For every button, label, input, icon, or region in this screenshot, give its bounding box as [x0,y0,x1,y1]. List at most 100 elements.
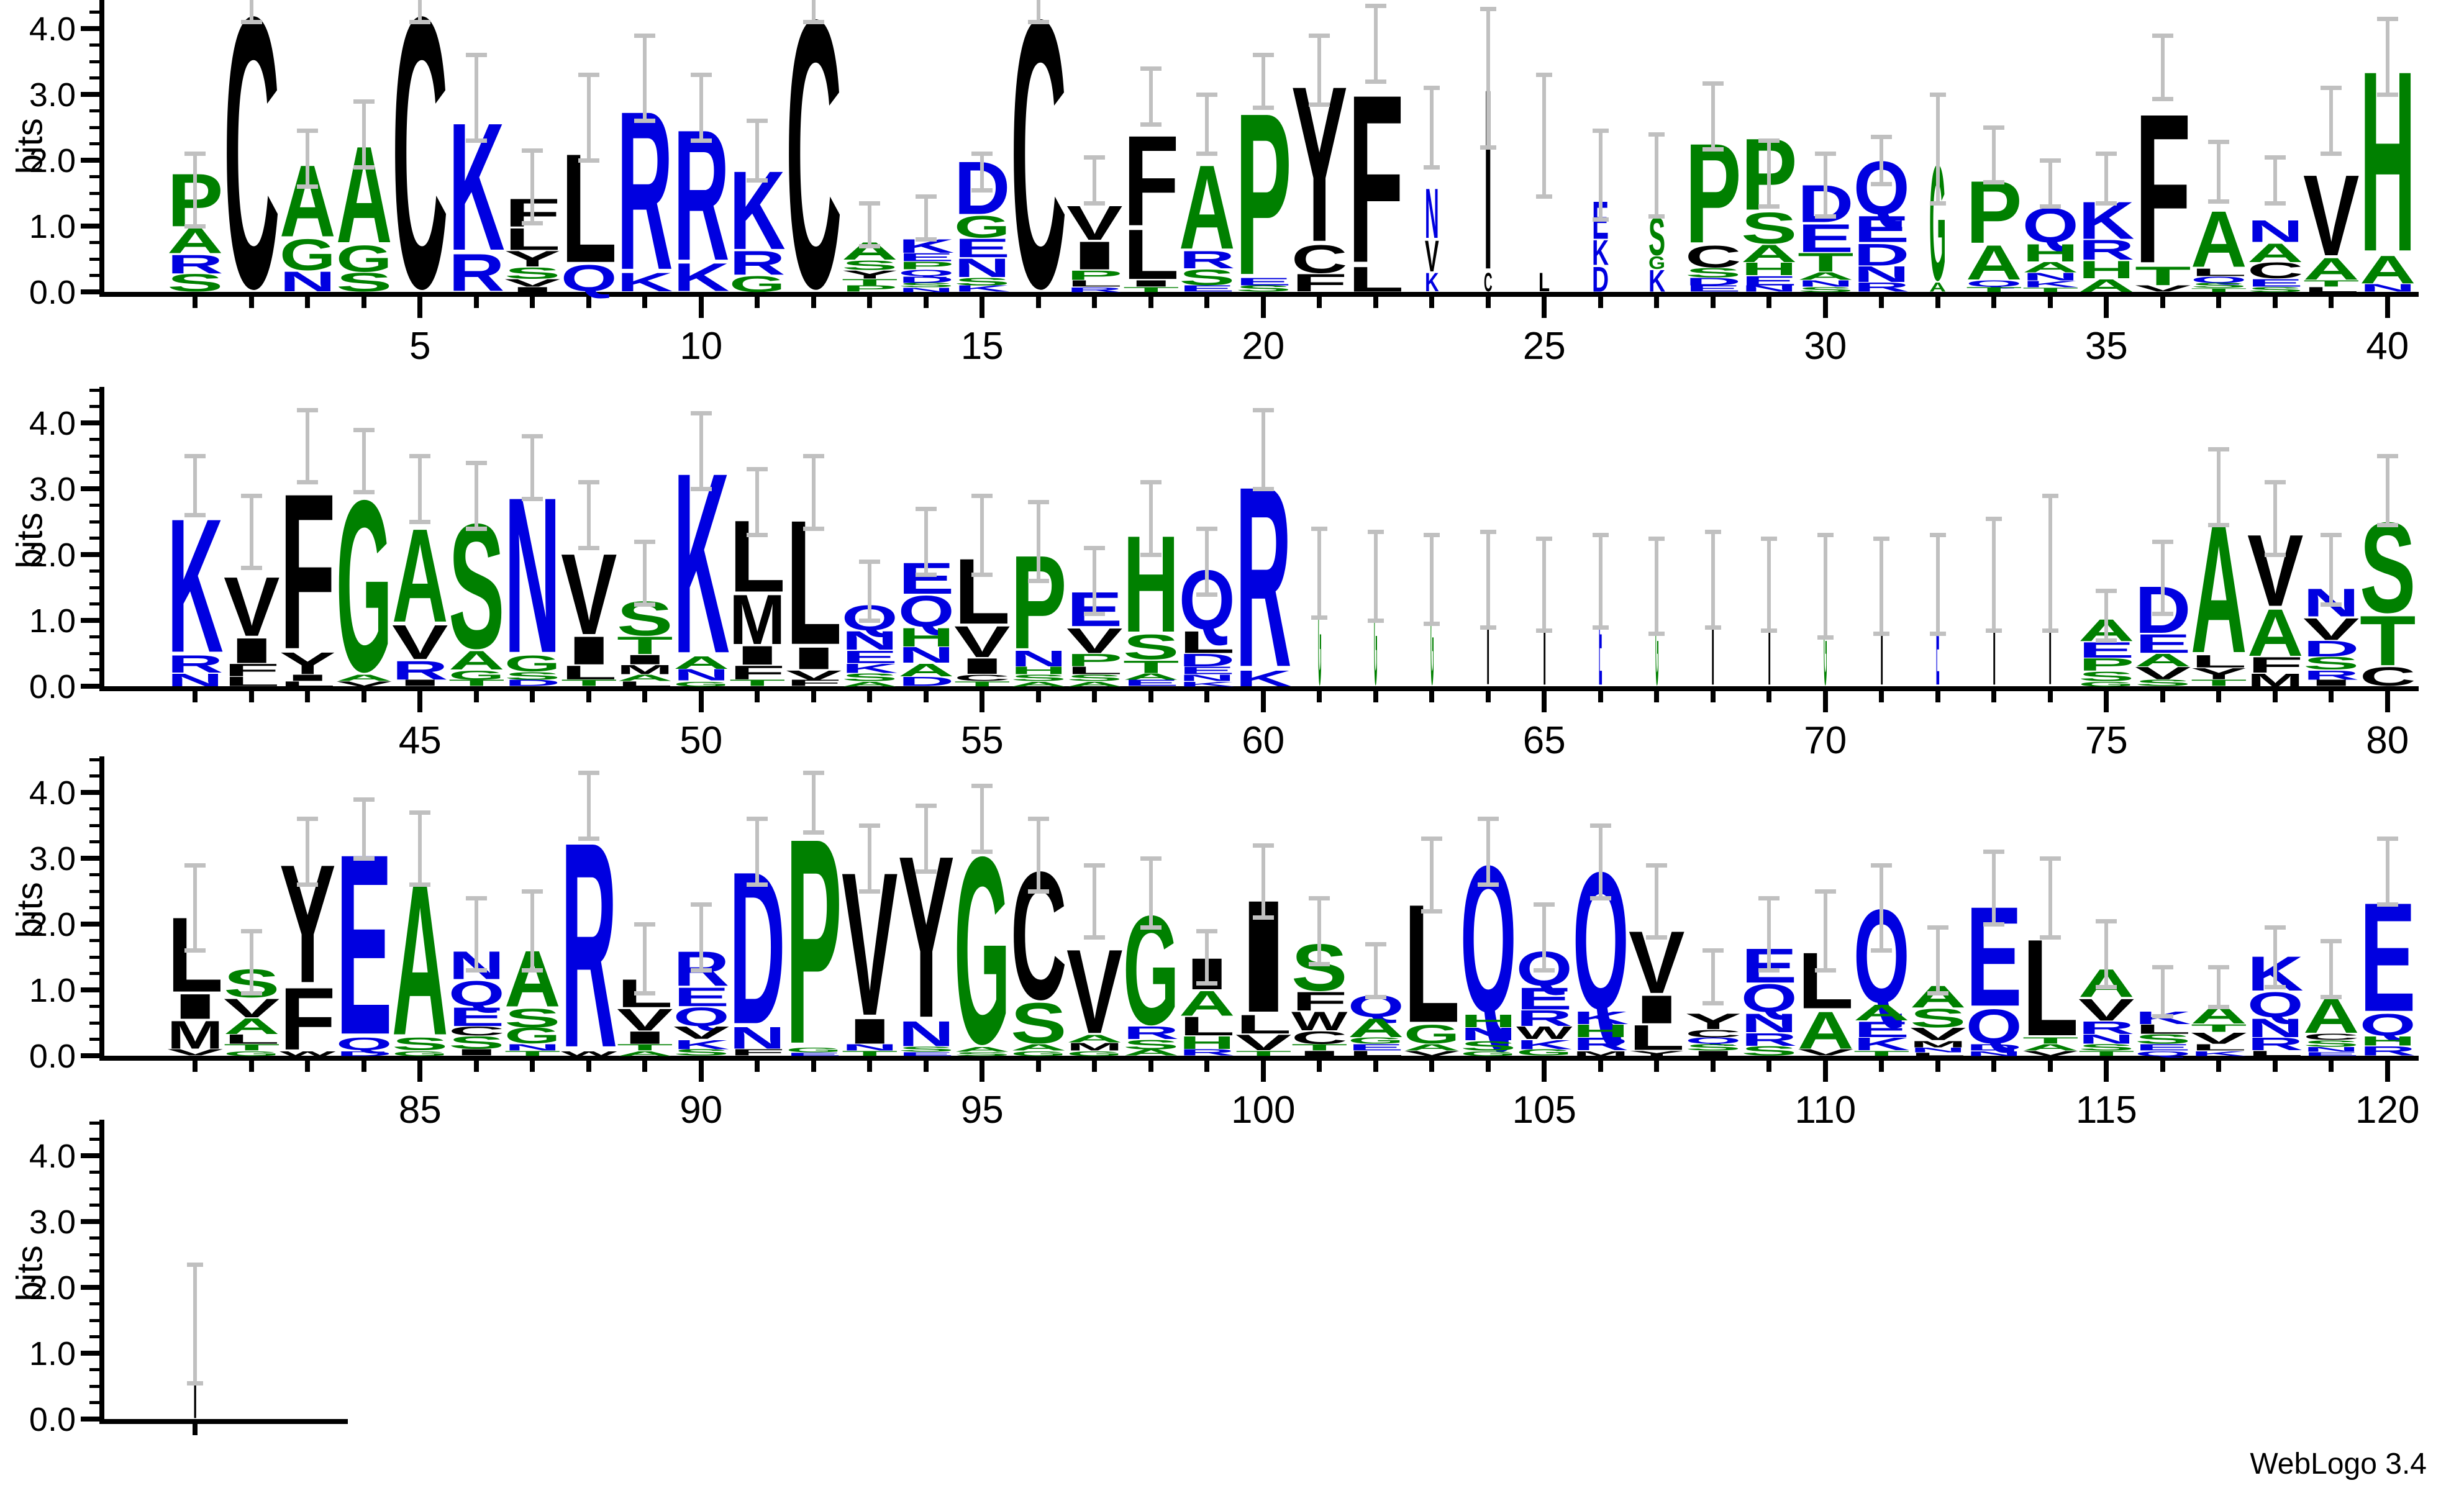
y-minor-tick [89,191,99,195]
y-axis-line [99,1119,104,1424]
residue-glyph-L: L [2191,1042,2247,1052]
error-bar-line [1093,156,1097,203]
svg-text:A: A [2247,596,2304,670]
svg-text:H: H [2022,239,2079,267]
error-bar-cap-top [2264,925,2286,930]
svg-text:Q: Q [1966,999,2022,1054]
error-bar-cap-bottom [1873,632,1890,637]
x-minor-tick [1429,297,1435,308]
x-tick-label: 70 [1804,719,1847,762]
error-bar-cap-bottom [1871,182,1893,187]
y-minor-tick [89,1318,99,1322]
y-minor-tick [89,758,99,761]
residue-glyph-Q: Q [2360,1007,2416,1042]
svg-text:E: E [1599,573,1602,712]
error-bar-cap-bottom [971,850,993,855]
svg-text:A: A [1798,1000,1854,1060]
x-minor-tick [1991,1061,1997,1072]
svg-text:N: N [2303,1045,2360,1053]
residue-glyph-D: D [1592,260,1609,299]
residue-glyph-T: T [2078,1050,2135,1058]
x-minor-tick [1373,1061,1378,1072]
y-minor-tick [89,241,99,244]
svg-text:I: I [786,641,842,676]
y-minor-tick [89,1121,99,1125]
residue-glyph-F: F [2247,653,2304,678]
error-bar-cap-top [465,53,487,58]
error-bar-cap-bottom [465,526,487,531]
svg-text:G: G [1318,560,1321,714]
y-major-tick [81,552,99,557]
svg-text:D: D [898,274,955,284]
residue-glyph-K: K [1516,1037,1573,1052]
residue-glyph-I: I [842,1012,898,1051]
x-minor-tick [1035,691,1041,702]
residue-glyph-C: C [786,0,842,368]
svg-text:T: T [224,1042,280,1052]
svg-text:S: S [898,282,955,289]
residue-glyph-S: S [448,1033,505,1053]
error-bar-line [474,55,478,141]
residue-glyph-T: T [729,678,786,688]
y-major-tick [81,158,99,163]
error-bar-line [1148,68,1153,124]
residue-glyph-K: K [1853,1034,1910,1054]
error-bar-line [699,413,703,489]
svg-text:V: V [617,1002,673,1036]
svg-text:S: S [448,1033,505,1053]
residue-glyph-S: S [898,282,955,289]
residue-glyph-G: G [1460,1050,1517,1058]
residue-glyph-N: N [1910,1046,1966,1054]
svg-text:R: R [448,243,505,302]
svg-text:R: R [2078,1018,2135,1038]
svg-text:R: R [1123,1023,1180,1043]
svg-text:A: A [1348,1013,1404,1043]
x-minor-tick [1879,1061,1884,1072]
error-bar-cap-top [802,771,824,776]
error-bar-line [2273,927,2277,987]
x-minor-tick [867,691,873,702]
svg-text:T: T [1123,286,1180,294]
svg-text:N: N [898,286,955,293]
error-bar-cap-bottom [1929,201,1946,206]
residue-glyph-M: M [2247,670,2304,690]
svg-text:N: N [1741,1009,1798,1038]
svg-text:S: S [504,1003,561,1033]
residue-glyph-T: T [1291,1042,1348,1052]
residue-glyph-L: L [280,680,336,688]
error-bar-cap-bottom [187,1381,204,1385]
x-major-tick [1260,691,1266,712]
x-tick-label: 65 [1522,719,1566,762]
svg-text:E: E [1516,981,1573,1015]
residue-glyph-L: L [561,661,617,683]
residue-glyph-K: K [1648,264,1665,299]
residue-glyph-A: A [224,1014,280,1039]
residue-glyph-L: L [1235,1010,1292,1040]
svg-text:R: R [2247,1034,2304,1054]
svg-text:T: T [2191,287,2247,293]
residue-glyph-G: G [729,272,786,297]
svg-text:Q: Q [1741,976,1798,1021]
residue-glyph-R: R [1179,247,1235,274]
residue-glyph-S: S [1123,1037,1180,1052]
residue-glyph-M: M [167,1012,224,1057]
svg-text:I: I [280,673,336,682]
svg-text:S: S [954,1051,1011,1057]
svg-text:A: A [1179,984,1235,1024]
residue-glyph-D: D [1179,650,1235,670]
residue-glyph-E: E [786,1052,842,1057]
residue-glyph-K: K [1179,680,1235,688]
residue-glyph-M: M [1573,1050,1629,1058]
error-bar-cap-top [1084,546,1106,551]
svg-text:S: S [1066,673,1123,682]
y-minor-tick [89,823,99,827]
error-bar-line [2104,920,2109,987]
svg-text:A: A [1741,240,1798,268]
error-bar-cap-bottom [859,243,881,248]
residue-glyph-I: I [193,1369,197,1431]
x-tick-label: 115 [2075,1089,2137,1131]
svg-text:N: N [729,1020,786,1055]
error-bar-line [2048,495,2052,630]
residue-glyph-L: L [786,483,842,682]
error-bar-cap-bottom [1536,628,1553,633]
